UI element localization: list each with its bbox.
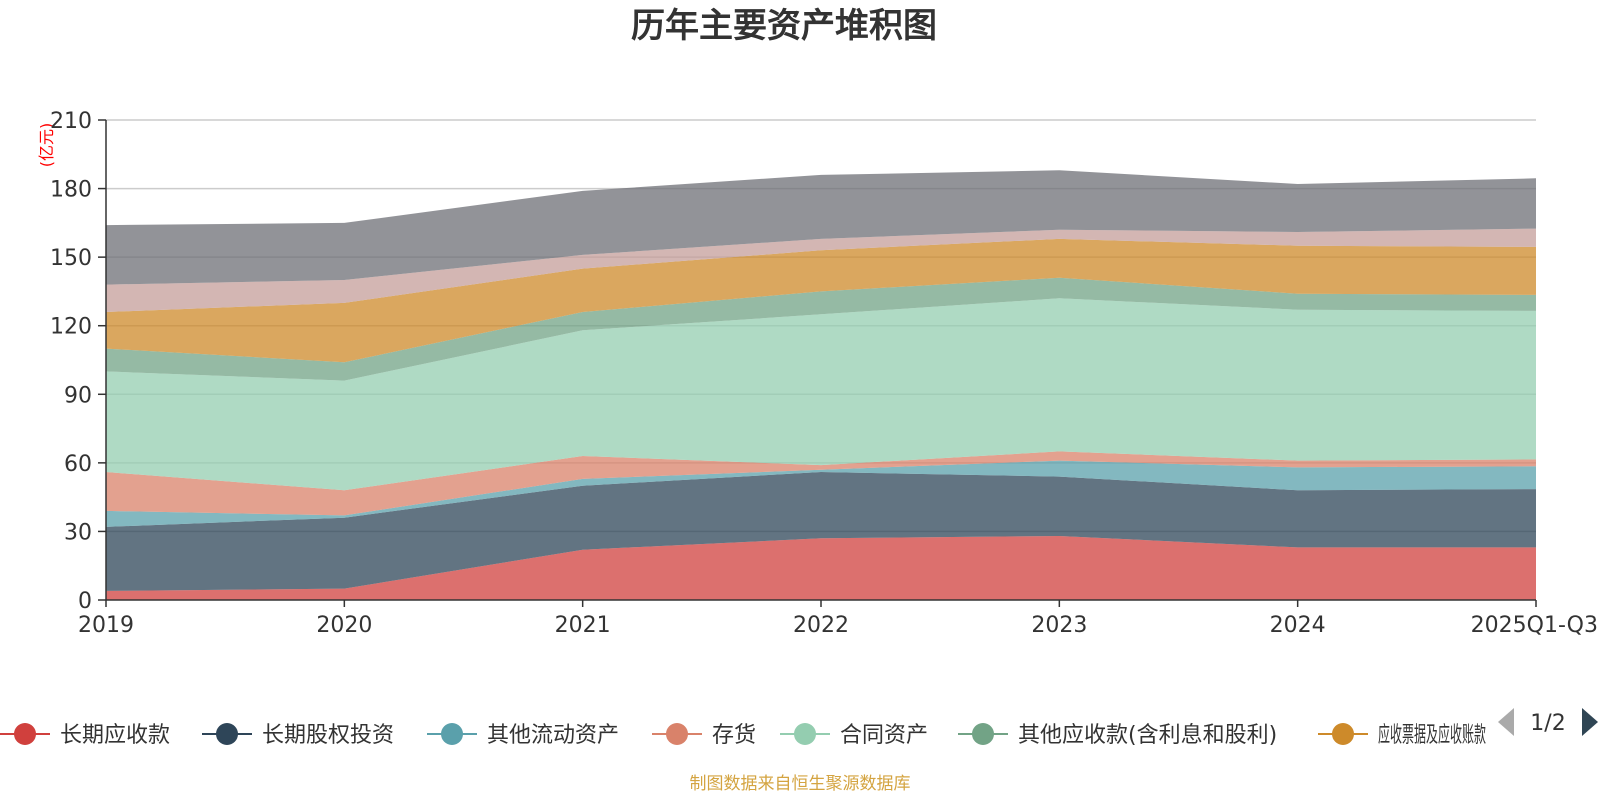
legend-label: 存货 [712, 723, 756, 748]
legend-prev-page-icon[interactable] [1498, 708, 1514, 736]
legend-marker-icon [972, 723, 994, 745]
y-axis-unit-label: (亿元) [37, 123, 56, 168]
legend-marker-icon [794, 723, 816, 745]
y-tick-label: 150 [50, 246, 92, 271]
legend-marker-icon [216, 723, 238, 745]
area-series-6[interactable] [106, 238, 1536, 363]
legend-label: 长期应收款 [60, 723, 170, 748]
legend-item-6[interactable]: 应收票据及应收账款 [1318, 723, 1486, 748]
legend-label: 长期股权投资 [262, 723, 394, 748]
area-series-2[interactable] [106, 460, 1536, 527]
area-series-0[interactable] [106, 536, 1536, 600]
legend-pager: 1/2 [1498, 708, 1598, 736]
legend-label: 应收票据及应收账款 [1378, 723, 1486, 748]
y-tick-label: 180 [50, 178, 92, 203]
x-tick-label: 2023 [1031, 613, 1087, 638]
legend-marker-icon [666, 723, 688, 745]
x-tick-label: 2022 [793, 613, 849, 638]
x-tick-label: 2024 [1270, 613, 1326, 638]
x-tick-label: 2025Q1-Q3 [1471, 613, 1598, 638]
y-tick-label: 210 [50, 109, 92, 134]
legend-label: 其他应收款(含利息和股利) [1018, 723, 1277, 748]
y-tick-label: 120 [50, 315, 92, 340]
legend-item-1[interactable]: 长期股权投资 [202, 723, 394, 748]
legend-label: 合同资产 [840, 723, 928, 748]
legend-label: 其他流动资产 [487, 723, 619, 748]
area-series-4[interactable] [106, 298, 1536, 491]
y-tick-label: 90 [64, 383, 92, 408]
legend-item-0[interactable]: 长期应收款 [0, 723, 170, 748]
axes: 0 30 60 90 120 150 180 210 2019 2020 2021 2022 2023 2… [50, 109, 1598, 638]
legend-marker-icon [441, 723, 463, 745]
y-tick-label: 30 [64, 520, 92, 545]
area-series-5[interactable] [106, 277, 1536, 381]
legend-next-page-icon[interactable] [1582, 708, 1598, 736]
y-tick-label: 0 [78, 589, 92, 614]
x-tick-label: 2021 [555, 613, 611, 638]
stacked-areas [106, 170, 1536, 600]
legend-page-indicator: 1/2 [1530, 711, 1565, 736]
y-tick-label: 60 [64, 452, 92, 477]
source-note: 制图数据来自恒生聚源数据库 [690, 774, 911, 794]
area-series-1[interactable] [106, 472, 1536, 591]
area-series-8[interactable] [106, 170, 1536, 285]
area-series-3[interactable] [106, 451, 1536, 516]
chart-title: 历年主要资产堆积图 [631, 6, 937, 46]
x-tick-label: 2019 [78, 613, 134, 638]
x-tick-label: 2020 [316, 613, 372, 638]
legend-marker-icon [1332, 723, 1354, 745]
legend: 1/2 长期应收款 长期股权投资 其他流动资产 存货 合同资产 其他应收款(含利息和股利)… [0, 708, 1598, 748]
legend-marker-icon [14, 723, 36, 745]
area-series-7[interactable] [106, 228, 1536, 312]
legend-item-3[interactable]: 存货 [652, 723, 756, 748]
legend-item-2[interactable]: 其他流动资产 [427, 723, 619, 748]
legend-item-5[interactable]: 其他应收款(含利息和股利) [958, 723, 1277, 748]
legend-item-4[interactable]: 合同资产 [780, 723, 928, 748]
